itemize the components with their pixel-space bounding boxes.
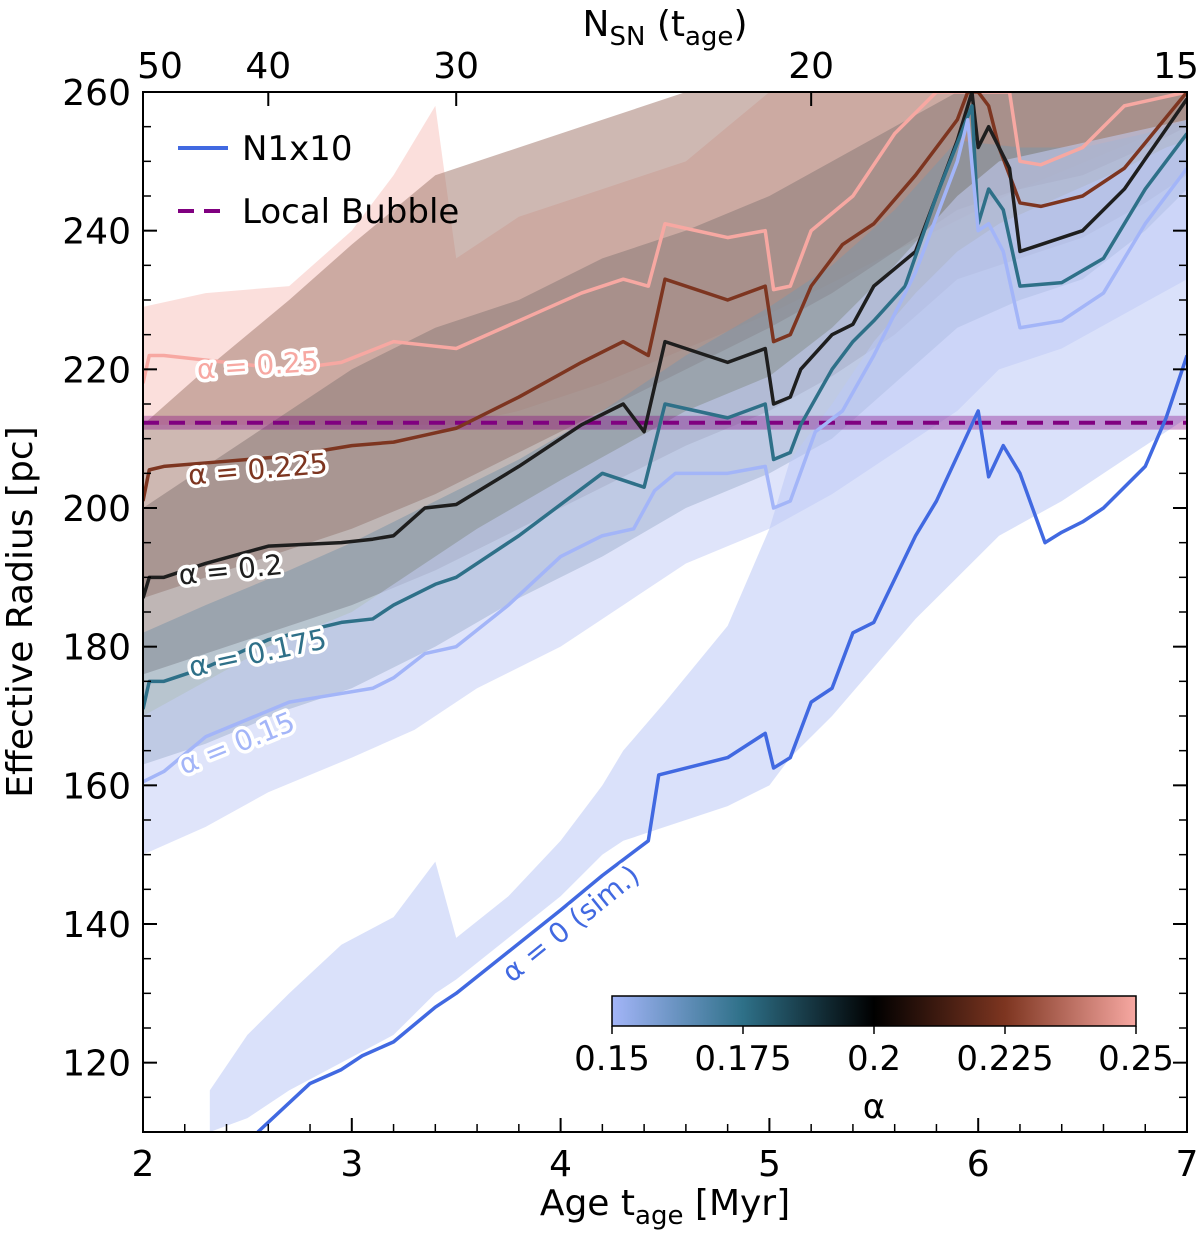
legend-label-local-bubble: Local Bubble [242,192,459,232]
x-tick-label: 2 [132,1144,155,1185]
y-axis-title: Effective Radius [pc] [0,426,41,797]
top-axis-title: NSN (tage) [583,4,748,52]
legend-label-n1x10: N1x10 [242,129,352,169]
colorbar-label: α [863,1087,885,1127]
colorbar-ticks: 0.15 0.175 0.2 0.225 0.25 [574,1026,1174,1079]
x-tick-label: 4 [549,1144,572,1185]
line-alpha-0_15 [143,117,1187,784]
colorbar-tick-label: 0.225 [956,1039,1053,1079]
x-tick-label: 5 [758,1144,781,1185]
y-tick-label: 240 [62,212,131,253]
axis-ticks [142,91,1188,1133]
series-lines [143,92,1187,1132]
top-tick-label: 15 [1153,46,1199,87]
colorbar-tick-label: 0.2 [847,1039,901,1079]
y-tick-label: 200 [62,489,131,530]
top-tick-label: 50 [137,46,183,87]
colorbar: 0.15 0.175 0.2 0.225 0.25 α [574,995,1174,1127]
colorbar-tick-label: 0.175 [694,1039,791,1079]
line-alpha-0_2 [143,92,1187,599]
line-alpha-0_175 [143,104,1187,710]
line-alpha-0_225 [143,92,1187,502]
top-tick-label: 30 [433,46,479,87]
top-tick-label: 20 [788,46,834,87]
y-tick-label: 120 [62,1044,131,1085]
x-axis-title: Age tage [Myr] [540,1183,790,1231]
x-tick-label: 7 [1176,1144,1199,1185]
y-tick-label: 220 [62,350,131,391]
y-tick-label: 260 [62,73,131,114]
top-tick-label: 40 [245,46,291,87]
local-bubble-layer [143,415,1187,430]
band-alpha-0 [209,140,1187,1132]
x-tick-label: 6 [967,1144,990,1185]
legend: N1x10 Local Bubble [178,129,459,232]
y-tick-label: 180 [62,628,131,669]
colorbar-tick-label: 0.25 [1098,1039,1174,1079]
colorbar-gradient [611,995,1137,1027]
y-tick-label: 160 [62,766,131,807]
line-alpha-0 [256,354,1187,1132]
line-alpha-0_25 [143,92,1187,384]
y-tick-label: 140 [62,905,131,946]
colorbar-tick-label: 0.15 [574,1039,650,1079]
x-tick-label: 3 [340,1144,363,1185]
